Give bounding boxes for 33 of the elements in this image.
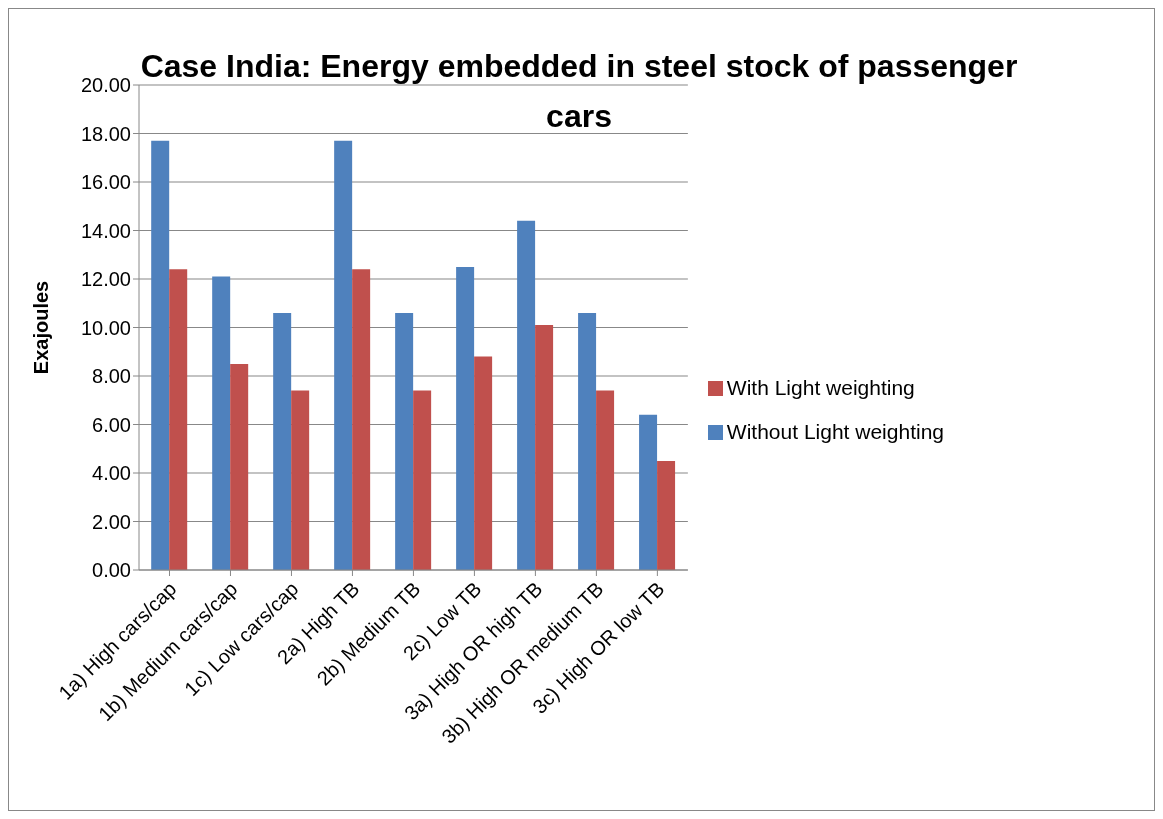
y-axis-title: Exajoules bbox=[30, 280, 53, 375]
bar bbox=[578, 312, 597, 570]
y-tick-label: 16.00 bbox=[80, 171, 131, 194]
y-tick-label: 12.00 bbox=[80, 268, 131, 291]
y-tick-label: 10.00 bbox=[80, 316, 131, 339]
bar bbox=[212, 276, 231, 570]
bar bbox=[352, 269, 371, 570]
bar bbox=[169, 269, 188, 570]
bar bbox=[657, 460, 676, 570]
bar bbox=[395, 312, 414, 570]
y-tick-label: 8.00 bbox=[92, 365, 131, 388]
bar bbox=[273, 312, 292, 570]
bar bbox=[413, 390, 432, 570]
bar bbox=[639, 414, 658, 570]
y-tick-label: 18.00 bbox=[80, 122, 131, 145]
bar bbox=[535, 325, 554, 570]
bar bbox=[291, 390, 310, 570]
y-tick-label: 2.00 bbox=[92, 510, 131, 533]
y-tick-label: 0.00 bbox=[92, 559, 131, 582]
y-tick-label: 14.00 bbox=[80, 219, 131, 242]
y-tick-label: 20.00 bbox=[80, 74, 131, 97]
legend-label: With Light weighting bbox=[726, 375, 915, 399]
bar bbox=[230, 363, 249, 570]
bar bbox=[474, 356, 493, 570]
bar bbox=[151, 140, 170, 570]
bar bbox=[517, 220, 536, 570]
chart-title: Case India: Energy embedded in steel stock of passenger cars bbox=[139, 47, 1019, 136]
y-tick-label: 4.00 bbox=[92, 462, 131, 485]
bar bbox=[334, 140, 353, 570]
y-tick-label: 6.00 bbox=[92, 413, 131, 436]
legend-label: Without Light weighting bbox=[726, 419, 944, 443]
bar bbox=[596, 390, 615, 570]
bar bbox=[456, 266, 475, 570]
